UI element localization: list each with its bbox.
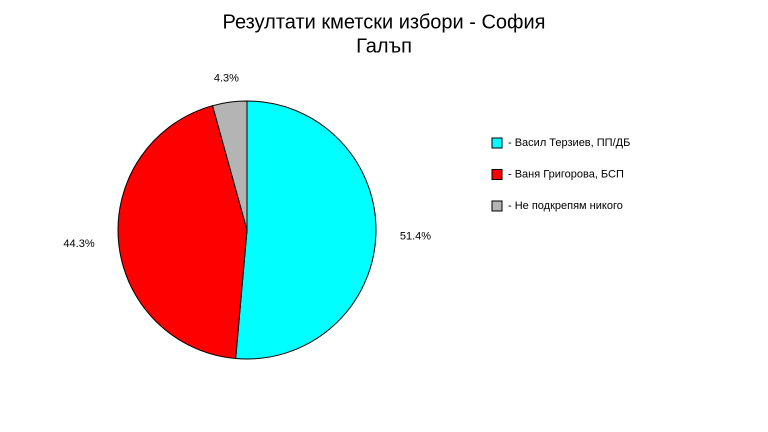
- legend-label: - Ваня Григорова, БСП: [508, 168, 624, 180]
- chart-title: Резултати кметски избори - София: [223, 11, 546, 33]
- legend-swatch: [491, 200, 503, 212]
- data-label: 44.3%: [63, 238, 94, 250]
- data-label: 4.3%: [214, 72, 239, 84]
- legend-swatch: [491, 169, 503, 180]
- legend-label: - Васил Терзиев, ПП/ДБ: [508, 137, 630, 149]
- pie-slice: [117, 105, 248, 360]
- pie-slice: [235, 100, 377, 360]
- legend-label: - Не подкрепям никого: [508, 200, 623, 212]
- chart-subtitle: Галъп: [356, 35, 412, 57]
- legend-swatch: [491, 137, 503, 149]
- data-label: 51.4%: [400, 231, 431, 243]
- pie-slice: [211, 100, 248, 231]
